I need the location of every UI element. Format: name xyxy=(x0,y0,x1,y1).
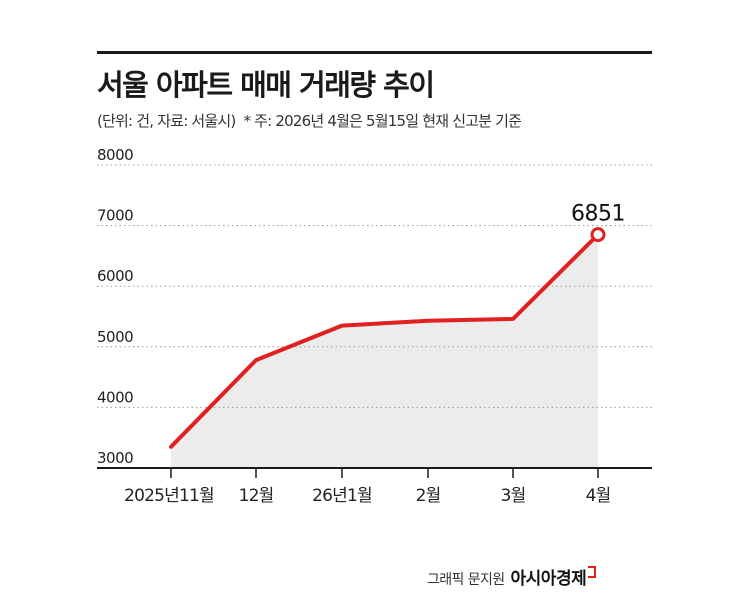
credit-line: 그래픽 문지원 아시아경제 xyxy=(427,564,597,589)
y-tick-label: 6000 xyxy=(97,267,133,285)
data-label: 6851 xyxy=(571,202,625,227)
area-fill xyxy=(171,234,598,468)
data-point xyxy=(170,446,172,448)
graphic-credit: 그래픽 문지원 xyxy=(427,572,505,588)
y-tick-label: 4000 xyxy=(97,388,133,406)
x-tick-label: 12월 xyxy=(239,486,274,506)
data-point xyxy=(427,320,429,322)
y-tick-label: 7000 xyxy=(97,207,133,225)
brand-logo: 아시아경제 xyxy=(510,569,587,589)
x-tick-label: 3월 xyxy=(501,486,526,506)
x-tick-label: 2월 xyxy=(416,486,441,506)
top-rule xyxy=(97,51,652,54)
data-point xyxy=(255,359,257,361)
chart-title: 서울 아파트 매매 거래량 추이 xyxy=(97,68,435,102)
highlight-point xyxy=(590,227,606,243)
source-note: (단위: 건, 자료: 서울시) xyxy=(97,112,236,130)
y-tick-label: 8000 xyxy=(97,146,133,164)
y-tick-label: 3000 xyxy=(97,449,133,467)
date-note: * 주: 2026년 4월은 5월15일 현재 신고분 기준 xyxy=(243,112,522,130)
x-tick-label: 4월 xyxy=(586,486,611,506)
x-tick-label: 26년1월 xyxy=(312,486,372,506)
y-tick-label: 5000 xyxy=(97,328,133,346)
chart-subtitle: (단위: 건, 자료: 서울시) * 주: 2026년 4월은 5월15일 현재 … xyxy=(97,110,522,131)
data-point xyxy=(512,318,514,320)
x-tick-label: 2025년11월 xyxy=(124,486,214,506)
data-point xyxy=(341,325,343,327)
brand-mark-icon xyxy=(588,566,597,578)
series-line xyxy=(169,232,600,449)
